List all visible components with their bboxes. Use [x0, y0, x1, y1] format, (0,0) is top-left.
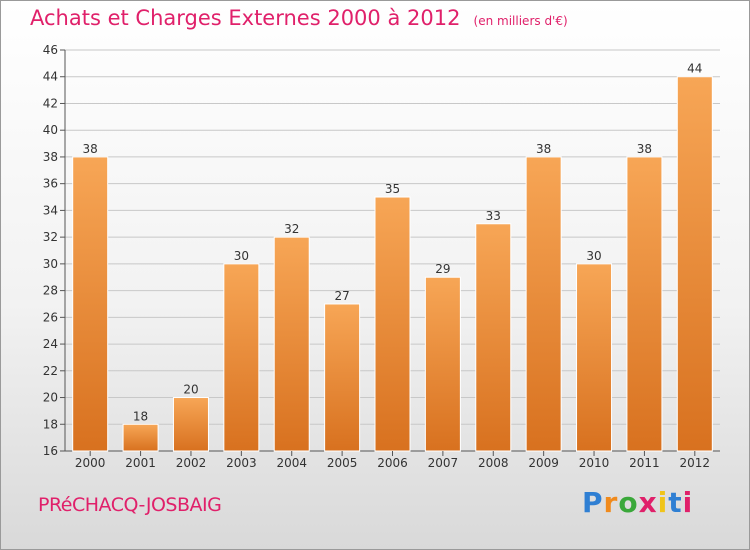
chart-title: Achats et Charges Externes 2000 à 2012 (… — [30, 6, 568, 30]
y-tick-label: 36 — [43, 177, 58, 191]
y-tick-label: 34 — [43, 203, 58, 217]
data-label: 30 — [586, 249, 601, 263]
data-label: 38 — [83, 142, 98, 156]
x-tick-labels: 2000 2001 2002 2003 2004 2005 2006 2007 2008 2009… — [75, 451, 710, 470]
bar — [525, 156, 562, 452]
proxiti-logo[interactable]: Proxiti — [582, 486, 693, 519]
x-tick-label: 2004 — [276, 456, 307, 470]
logo-letter: i — [657, 486, 669, 519]
y-tick-label: 42 — [43, 96, 58, 110]
title-unit: (en milliers d'€) — [473, 14, 568, 28]
data-labels: 38 18 20 30 32 27 35 29 33 38 30 38 44 — [83, 62, 703, 424]
x-tick-label: 2008 — [478, 456, 509, 470]
logo-letter: t — [668, 486, 683, 519]
data-label: 38 — [637, 142, 652, 156]
y-tick-label: 30 — [43, 257, 58, 271]
y-tick-label: 20 — [43, 391, 58, 405]
y-tick-label: 32 — [43, 230, 58, 244]
data-label: 29 — [435, 262, 450, 276]
y-tick-labels: 16 18 20 22 24 26 28 30 32 34 36 38 40 42 44 46 — [43, 43, 65, 458]
data-label: 30 — [234, 249, 249, 263]
x-tick-label: 2001 — [125, 456, 156, 470]
bar — [475, 223, 512, 452]
data-label: 20 — [183, 383, 198, 397]
bar — [424, 276, 461, 452]
logo-letter: r — [603, 486, 619, 519]
commune-name: PRéCHACQ-JOSBAIG — [38, 494, 222, 516]
bar — [223, 263, 260, 452]
data-label: 44 — [687, 62, 702, 76]
y-tick-label: 26 — [43, 310, 58, 324]
x-tick-label: 2011 — [629, 456, 660, 470]
data-label: 33 — [486, 209, 501, 223]
title-text: Achats et Charges Externes 2000 à 2012 — [30, 6, 461, 30]
bar — [576, 263, 613, 452]
data-label: 32 — [284, 222, 299, 236]
bars — [72, 76, 713, 452]
bar — [172, 397, 209, 452]
logo-letter: P — [582, 486, 604, 519]
x-tick-label: 2005 — [327, 456, 358, 470]
logo-letter: i — [682, 486, 694, 519]
y-tick-label: 46 — [43, 43, 58, 57]
data-label: 27 — [334, 289, 349, 303]
data-label: 18 — [133, 409, 148, 423]
bar — [273, 236, 310, 452]
logo-letter: x — [638, 486, 658, 519]
x-tick-label: 2000 — [75, 456, 106, 470]
y-tick-label: 28 — [43, 284, 58, 298]
y-tick-label: 18 — [43, 417, 58, 431]
x-tick-label: 2002 — [176, 456, 207, 470]
y-tick-label: 40 — [43, 123, 58, 137]
y-tick-label: 16 — [43, 444, 58, 458]
logo-letter: o — [618, 486, 639, 519]
bar — [626, 156, 663, 452]
x-tick-label: 2007 — [428, 456, 459, 470]
x-tick-label: 2003 — [226, 456, 257, 470]
bar — [72, 156, 109, 452]
bar — [676, 76, 713, 452]
y-tick-label: 38 — [43, 150, 58, 164]
x-tick-label: 2006 — [377, 456, 408, 470]
data-label: 35 — [385, 182, 400, 196]
bar — [324, 303, 361, 452]
x-tick-label: 2009 — [528, 456, 559, 470]
x-tick-label: 2010 — [579, 456, 610, 470]
y-tick-label: 24 — [43, 337, 58, 351]
y-tick-label: 22 — [43, 364, 58, 378]
x-tick-label: 2012 — [680, 456, 711, 470]
data-label: 38 — [536, 142, 551, 156]
y-tick-label: 44 — [43, 70, 58, 84]
bar — [122, 423, 159, 452]
bar — [374, 196, 411, 452]
